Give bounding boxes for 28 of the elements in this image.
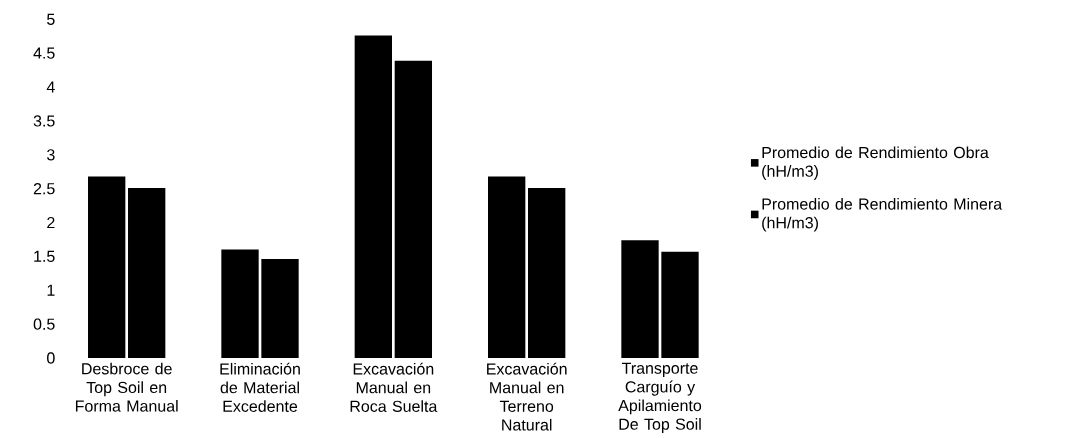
x-tick-label: Desbroce de Top Soil en Forma Manual (75, 362, 178, 412)
bar (128, 187, 166, 358)
y-tick-label: 3 (47, 149, 55, 161)
y-tick-label: 3.5 (33, 115, 55, 127)
x-tick-label: Excavación Manual en Terreno Natural (487, 362, 567, 431)
bar (661, 251, 699, 358)
y-tick-label: 0 (47, 352, 55, 364)
legend-label: Promedio de Rendimiento Minera (hH/m3) (762, 198, 1003, 232)
x-tick-label: Transporte Carguío y Apilamiento De Top Soil (618, 362, 702, 434)
y-tick-label: 5 (47, 13, 55, 25)
bar (354, 35, 393, 358)
y-tick-label: 1 (47, 284, 55, 296)
x-tick-label: Excavación Manual en Roca Suelta (350, 362, 438, 412)
y-tick-label: 1.5 (34, 250, 55, 262)
legend-label: Promedio de Rendimiento Obra (hH/m3) (762, 146, 989, 180)
bar (528, 187, 566, 358)
y-tick-label: 4 (46, 81, 55, 93)
bar (221, 249, 259, 358)
bar (488, 176, 526, 358)
x-tick-label: Eliminación de Material Excedente (220, 362, 300, 412)
y-tick-label: 2.5 (33, 183, 55, 195)
y-tick-label: 4.5 (33, 47, 55, 59)
y-tick-label: 0.5 (33, 318, 55, 330)
bar (88, 176, 126, 358)
bar (261, 259, 299, 358)
y-tick-label: 2 (47, 216, 55, 229)
bar (394, 60, 433, 358)
bar (621, 240, 659, 358)
